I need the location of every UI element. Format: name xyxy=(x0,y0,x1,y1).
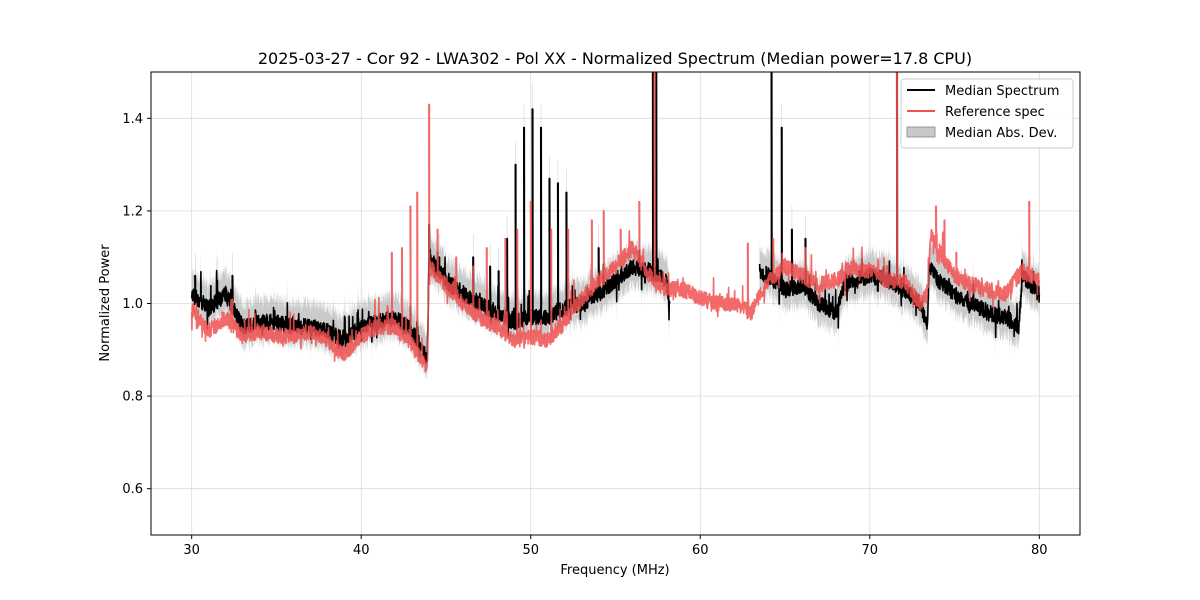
legend-reference-label: Reference spec xyxy=(945,105,1045,120)
x-axis: 30 40 50 60 70 80 xyxy=(183,535,1048,558)
y-axis: 0.6 0.8 1.0 1.2 1.4 xyxy=(122,112,151,497)
reference-spectrum-line xyxy=(190,72,1041,373)
legend: Median Spectrum Reference spec Median Ab… xyxy=(900,78,1074,149)
legend-mad-swatch xyxy=(906,126,936,138)
plot-area xyxy=(190,72,1041,382)
x-tick-label: 80 xyxy=(1031,543,1048,558)
y-axis-label: Normalized Power xyxy=(98,244,113,362)
y-tick-label: 1.4 xyxy=(122,112,143,127)
legend-median-label: Median Spectrum xyxy=(945,84,1059,99)
y-tick-label: 1.0 xyxy=(122,297,143,312)
legend-frame xyxy=(900,78,1074,149)
y-tick-label: 0.8 xyxy=(122,390,143,405)
chart-title: 2025-03-27 - Cor 92 - LWA302 - Pol XX - … xyxy=(258,49,972,68)
x-axis-label: Frequency (MHz) xyxy=(560,563,669,578)
x-tick-label: 60 xyxy=(692,543,709,558)
x-tick-label: 50 xyxy=(522,543,539,558)
y-tick-label: 0.6 xyxy=(122,482,143,497)
legend-mad-label: Median Abs. Dev. xyxy=(945,126,1057,141)
x-tick-label: 70 xyxy=(862,543,879,558)
x-tick-label: 40 xyxy=(353,543,370,558)
x-tick-label: 30 xyxy=(183,543,200,558)
y-tick-label: 1.2 xyxy=(122,204,143,219)
